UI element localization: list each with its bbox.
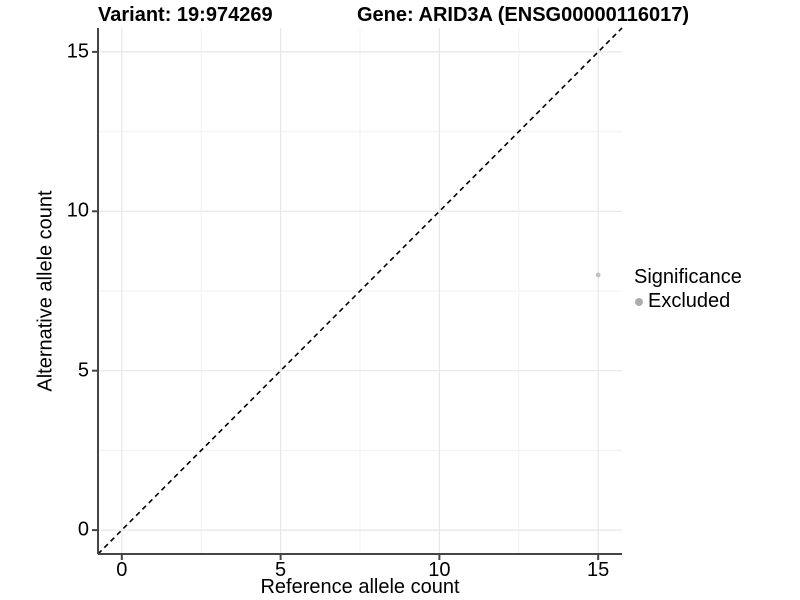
- y-tick-label-0: 0: [77, 518, 89, 541]
- legend-key: [630, 293, 648, 311]
- x-axis-title: Reference allele count: [260, 576, 460, 598]
- legend: Significance Excluded: [630, 266, 742, 313]
- excluded-point-icon: [635, 297, 643, 306]
- identity-line: [97, 27, 623, 555]
- legend-title: Significance: [634, 266, 742, 288]
- legend-entry-label: Excluded: [648, 290, 731, 312]
- y-tick-label-10: 10: [66, 199, 89, 222]
- legend-entry-excluded: Excluded: [630, 290, 742, 313]
- data-point-excluded: [595, 272, 601, 278]
- y-axis-title: Alternative allele count: [34, 190, 57, 392]
- x-tick-label-5: 5: [275, 559, 287, 581]
- y-tick-label-5: 5: [77, 359, 89, 382]
- x-tick-label-0: 0: [116, 559, 128, 581]
- gene-title: Gene: ARID3A (ENSG00000116017): [357, 4, 690, 26]
- x-tick-label-10: 10: [428, 559, 451, 581]
- x-tick-label-15: 15: [587, 559, 610, 581]
- variant-title: Variant: 19:974269: [98, 4, 273, 26]
- y-tick-label-15: 15: [66, 40, 89, 63]
